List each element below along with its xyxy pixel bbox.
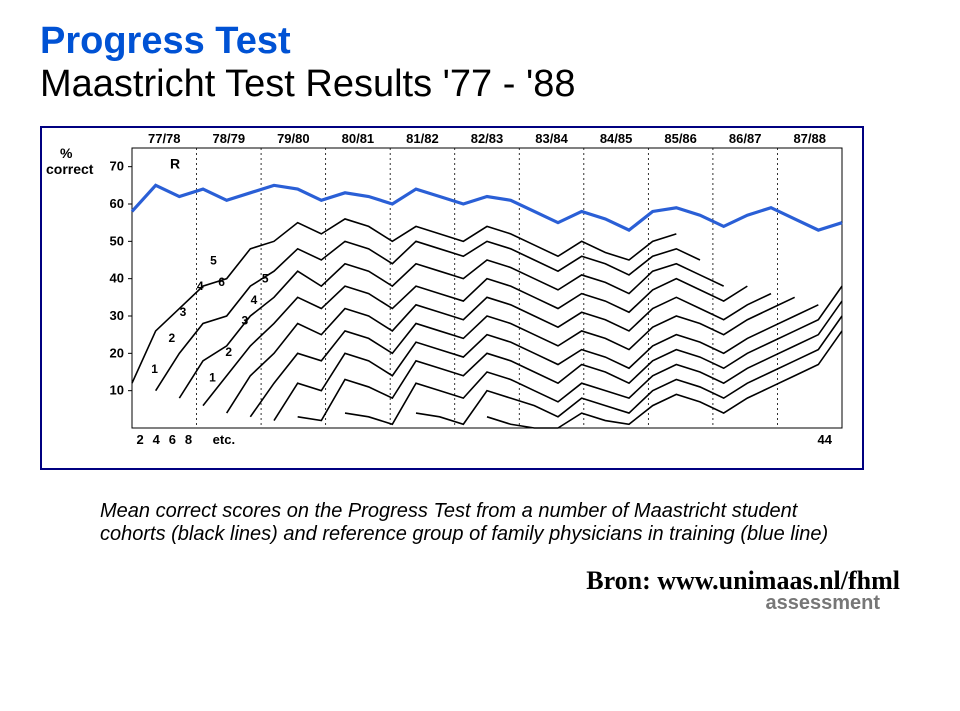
svg-text:87/88: 87/88 xyxy=(793,131,826,146)
svg-text:5: 5 xyxy=(210,253,217,267)
svg-text:10: 10 xyxy=(110,383,124,398)
chart-caption: Mean correct scores on the Progress Test… xyxy=(100,500,860,546)
svg-text:5: 5 xyxy=(262,272,269,286)
svg-text:1: 1 xyxy=(209,371,216,385)
svg-text:20: 20 xyxy=(110,345,124,360)
svg-text:78/79: 78/79 xyxy=(213,131,246,146)
svg-text:70: 70 xyxy=(110,159,124,174)
svg-text:correct: correct xyxy=(46,161,94,177)
svg-text:%: % xyxy=(60,145,73,161)
progress-chart: 10 20 30 40 50 60 70%correct 77/78 78/79 79/80 80/… xyxy=(40,126,864,470)
svg-text:3: 3 xyxy=(180,305,187,319)
svg-text:44: 44 xyxy=(818,432,833,447)
svg-text:6: 6 xyxy=(218,275,225,289)
svg-text:79/80: 79/80 xyxy=(277,131,310,146)
svg-text:8: 8 xyxy=(185,432,192,447)
svg-text:2: 2 xyxy=(169,331,176,345)
page-subtitle: Maastricht Test Results '77 - '88 xyxy=(40,63,920,106)
svg-text:77/78: 77/78 xyxy=(148,131,181,146)
svg-text:86/87: 86/87 xyxy=(729,131,762,146)
svg-text:60: 60 xyxy=(110,196,124,211)
svg-text:30: 30 xyxy=(110,308,124,323)
svg-text:82/83: 82/83 xyxy=(471,131,504,146)
svg-text:2: 2 xyxy=(225,345,232,359)
svg-text:83/84: 83/84 xyxy=(535,131,568,146)
svg-text:4: 4 xyxy=(251,293,258,307)
svg-text:84/85: 84/85 xyxy=(600,131,633,146)
svg-text:1: 1 xyxy=(151,362,158,376)
page-title: Progress Test xyxy=(40,20,920,63)
svg-text:50: 50 xyxy=(110,233,124,248)
svg-text:R: R xyxy=(170,156,180,172)
svg-text:85/86: 85/86 xyxy=(664,131,697,146)
svg-text:4: 4 xyxy=(153,432,161,447)
chart-svg: 10 20 30 40 50 60 70%correct 77/78 78/79 79/80 80/… xyxy=(42,128,862,468)
svg-text:2: 2 xyxy=(136,432,143,447)
svg-text:6: 6 xyxy=(169,432,176,447)
svg-text:40: 40 xyxy=(110,271,124,286)
svg-text:etc.: etc. xyxy=(213,432,235,447)
svg-text:3: 3 xyxy=(242,314,249,328)
svg-text:81/82: 81/82 xyxy=(406,131,439,146)
svg-text:80/81: 80/81 xyxy=(342,131,375,146)
svg-text:4: 4 xyxy=(197,279,204,293)
